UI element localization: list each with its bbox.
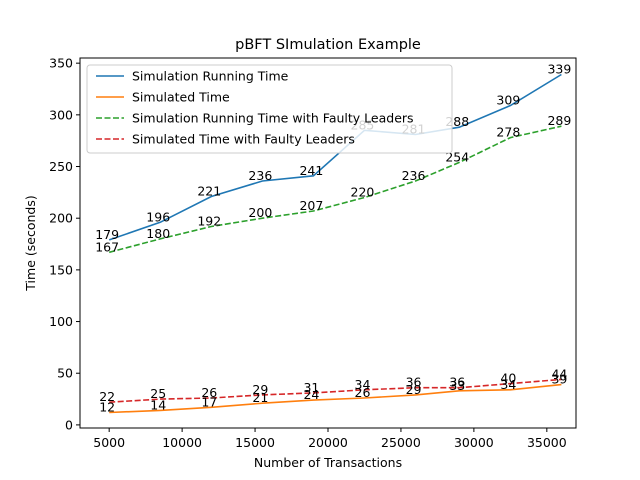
y-tick-label: 350	[49, 56, 73, 71]
data-label: 196	[146, 209, 170, 224]
data-label: 241	[299, 163, 323, 178]
series-line-2	[109, 383, 562, 414]
data-label: 254	[445, 149, 469, 164]
y-tick-label: 50	[57, 366, 73, 381]
data-label: 236	[248, 168, 272, 183]
data-label: 29	[252, 382, 268, 397]
data-label: 26	[355, 385, 371, 400]
data-label: 167	[95, 239, 119, 254]
data-label: 12	[99, 399, 115, 414]
data-label: 309	[496, 93, 520, 108]
data-label: 289	[547, 113, 571, 128]
y-tick-label: 150	[49, 262, 73, 277]
data-label: 220	[351, 185, 375, 200]
data-label: 34	[355, 377, 371, 392]
y-tick-label: 0	[65, 417, 73, 432]
x-tick-label: 30000	[454, 435, 494, 450]
data-label: 25	[150, 386, 166, 401]
data-label: 39	[551, 372, 567, 387]
data-label: 33	[449, 378, 465, 393]
legend-label: Simulation Running Time	[132, 69, 289, 84]
data-label: 21	[252, 390, 268, 405]
y-tick-label: 250	[49, 159, 73, 174]
x-tick-label: 15000	[235, 435, 275, 450]
data-label: 26	[201, 385, 217, 400]
y-tick-label: 300	[49, 107, 73, 122]
data-label: 339	[547, 62, 571, 77]
data-label: 200	[248, 205, 272, 220]
x-axis: 5000 10000 15000 20000 25000 30000 35000	[93, 428, 567, 450]
chart-title: pBFT SImulation Example	[235, 37, 421, 53]
x-axis-label: Number of Transactions	[254, 455, 402, 470]
data-label: 24	[303, 387, 319, 402]
legend-label: Simulated Time with Faulty Leaders	[132, 132, 355, 147]
y-tick-label: 100	[49, 314, 73, 329]
data-label: 179	[95, 227, 119, 242]
data-label: 34	[500, 377, 516, 392]
data-label: 14	[150, 397, 166, 412]
data-label: 44	[551, 366, 567, 381]
x-tick-label: 20000	[308, 435, 348, 450]
series-line-4	[109, 378, 562, 403]
legend-label: Simulated Time	[132, 90, 230, 105]
x-tick-label: 25000	[381, 435, 421, 450]
data-label: 36	[449, 375, 465, 390]
data-label: 236	[402, 168, 426, 183]
data-label: 207	[299, 198, 323, 213]
data-label: 22	[99, 389, 115, 404]
data-label: 29	[406, 382, 422, 397]
data-label: 221	[197, 183, 221, 198]
data-labels: 1791962212362412852812883093391214172124…	[95, 62, 571, 415]
y-axis-label: Time (seconds)	[23, 195, 38, 291]
data-label: 180	[146, 226, 170, 241]
legend-label: Simulation Running Time with Faulty Lead…	[132, 111, 414, 126]
series-line-3	[108, 125, 562, 254]
data-label: 278	[496, 125, 520, 140]
data-label: 31	[303, 380, 319, 395]
y-tick-label: 200	[49, 211, 73, 226]
data-label: 17	[201, 394, 217, 409]
data-label: 192	[197, 213, 221, 228]
legend: Simulation Running Time Simulated Time Sim…	[86, 64, 453, 154]
data-label: 36	[406, 375, 422, 390]
data-label: 40	[500, 371, 516, 386]
legend-box	[86, 64, 453, 154]
x-tick-label: 35000	[527, 435, 567, 450]
x-tick-label: 10000	[162, 435, 202, 450]
x-tick-label: 5000	[93, 435, 125, 450]
y-axis: 0 50 100 150 200 250 300 350	[49, 56, 80, 432]
